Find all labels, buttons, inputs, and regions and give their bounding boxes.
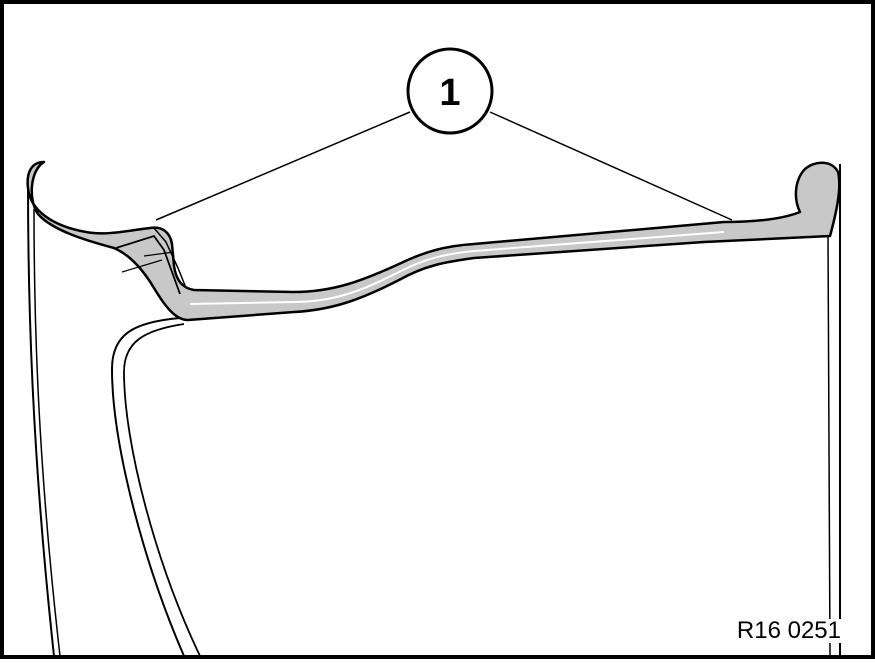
hump-detail-inner [153,227,187,289]
rim-barrel-left-outer [27,183,55,657]
callout-label: 1 [439,72,460,114]
hump-detail-cross [121,251,175,273]
rim-cross-section [26,160,841,322]
wheel-disc-inner [123,323,201,657]
reference-code: R16 0251 [734,617,843,644]
leader-line-left [155,111,411,221]
leader-line-right [489,111,733,221]
rim-inner-contour [189,231,725,305]
wheel-disc-outer [110,317,185,657]
rim-barrel-left-inner [33,208,61,657]
hump-detail-outer [115,234,181,295]
wheel-rim-diagram: 1 [26,47,841,657]
callout-circle [406,47,494,135]
rim-barrel-right-inner [827,235,831,657]
